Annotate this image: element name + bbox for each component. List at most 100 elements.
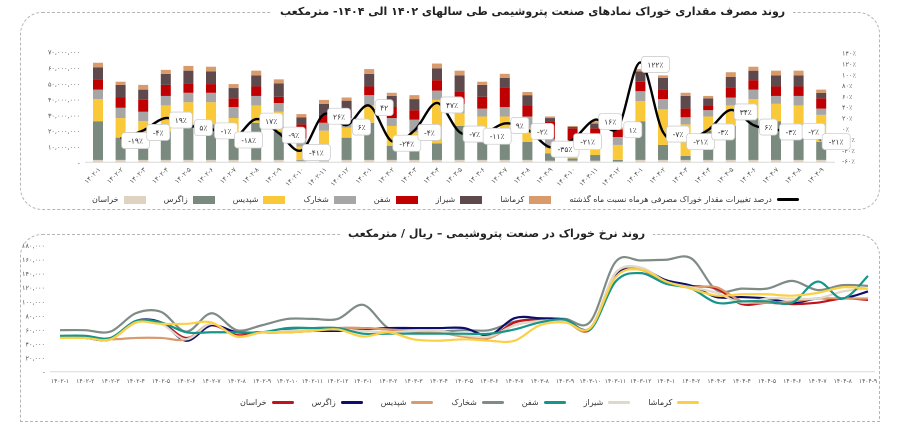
legend-label: زاگرس [311,398,336,407]
bar-segment [206,159,216,163]
x-tick-label: ۱۴۰۳-۶ [467,166,487,186]
bar-segment [93,79,103,90]
bar-segment [658,75,668,78]
data-label-box [482,127,512,145]
data-label: ۳۴٪ [740,108,752,117]
bar-segment [816,108,827,115]
bar-segment [522,91,533,96]
bar-segment [432,80,442,91]
bar-segment [160,131,171,160]
x-tick-label: ۱۴۰۴-۲ [682,378,700,385]
bar-segment [454,113,465,126]
data-label: -۳۵٪ [558,145,573,154]
bar-segment [612,159,623,162]
data-label: ۴۷٪ [446,101,458,110]
bar-segment [499,77,510,88]
y-tick-label: ۲۰,۰۰۰,۰۰۰ [48,128,80,136]
legend-item-khorasan: خراسان [92,195,146,204]
bar-segment [703,95,714,99]
legend-label: کرماشا [500,195,525,204]
bar-segment [115,97,126,108]
bar-segment [296,117,307,125]
bar-segment [748,118,759,160]
bar-segment [635,121,646,160]
x-tick-label: ۱۴۰۲-۴ [127,378,145,385]
bar-segment [545,116,555,119]
bar-segment [499,141,510,160]
data-label-box [821,133,851,151]
bar-segment [115,81,126,85]
x-tick-label: ۱۴۰۳-۱۲ [600,165,622,187]
bar-segment [454,70,465,76]
x-tick-label: ۱۴۰۴-۶ [783,378,801,385]
bar-segment [522,128,533,142]
bar-segment [748,159,759,163]
bar-segment [703,116,714,131]
bar-segment [703,110,714,117]
data-label-box [733,103,758,121]
legend-swatch [263,195,286,204]
bar-segment [748,70,759,81]
data-label-box [193,119,213,136]
bar-segment [725,105,736,126]
data-label-box [530,122,555,140]
bar-segment [115,84,126,98]
bar-segment [748,89,759,100]
x-tick-label: ۱۴۰۳-۱۱ [577,166,599,188]
x-tick-label: ۱۴۰۴-۵ [758,378,776,385]
bar-segment [499,73,510,78]
bar-segment [612,144,623,160]
x-tick-label: ۱۴۰۲-۶ [177,378,195,385]
data-label-box [168,111,193,129]
x-tick-label: ۱۴۰۲-۹ [264,165,284,185]
bar-segment [793,124,804,160]
legend-item-shiraz: شیراز [436,195,483,204]
x-tick-label: ۱۴۰۳-۶ [480,378,498,385]
bar-segment [793,75,804,87]
x-tick-label: ۱۴۰۳-۱۱ [605,378,627,385]
x-tick-label: ۱۴۰۳-۸ [531,378,550,385]
legend-label: شپدیس [380,398,407,407]
x-tick-label: ۱۴۰۴-۵ [716,165,736,185]
bar-segment [477,159,488,163]
legend-line-swatch [608,401,631,404]
bar-segment [364,122,375,160]
data-label: ۱٪ [629,126,637,135]
data-label: ۹٪ [516,121,524,130]
bar-segment [793,159,804,163]
bar-segment [273,83,284,97]
bar-segment [409,95,420,100]
y2-tick-label: -۴۰٪ [842,147,855,155]
x-tick-label: ۱۴۰۳-۲ [379,378,397,385]
x-tick-label: ۱۴۰۲-۱۲ [329,165,351,187]
bar-segment [635,159,646,163]
bar-segment [364,69,375,74]
bar-segment [183,92,194,103]
bar-segment [590,148,601,156]
bar-segment [590,160,601,163]
data-label-box [417,124,442,141]
data-label: -۳٪ [786,128,797,137]
price-line [59,271,869,340]
bar-segment [115,159,126,163]
data-label: ۶٪ [358,123,366,132]
bar-segment [409,99,420,111]
bar-segment [545,148,555,154]
bar-segment [386,145,397,160]
bar-segment [206,102,216,125]
bar-segment [522,105,533,117]
bar-segment [341,137,352,160]
x-tick-label: ۱۴۰۴-۹ [806,165,826,185]
y-tick-label: ۱۴۰,۰۰۰ [22,270,45,278]
bar-segment [228,107,239,119]
legend-swatch [529,195,552,204]
bar-segment [183,159,194,163]
bar-segment [341,159,352,163]
data-label-box [234,131,264,149]
x-tick-label: ۱۴۰۴-۱ [625,166,645,186]
bar-segment [680,95,691,109]
bar-segment [771,75,781,87]
legend-label: درصد تغییرات مقدار خوراک مصرفی هرماه نسب… [569,195,772,204]
x-tick-label: ۱۴۰۲-۱ [83,166,103,186]
